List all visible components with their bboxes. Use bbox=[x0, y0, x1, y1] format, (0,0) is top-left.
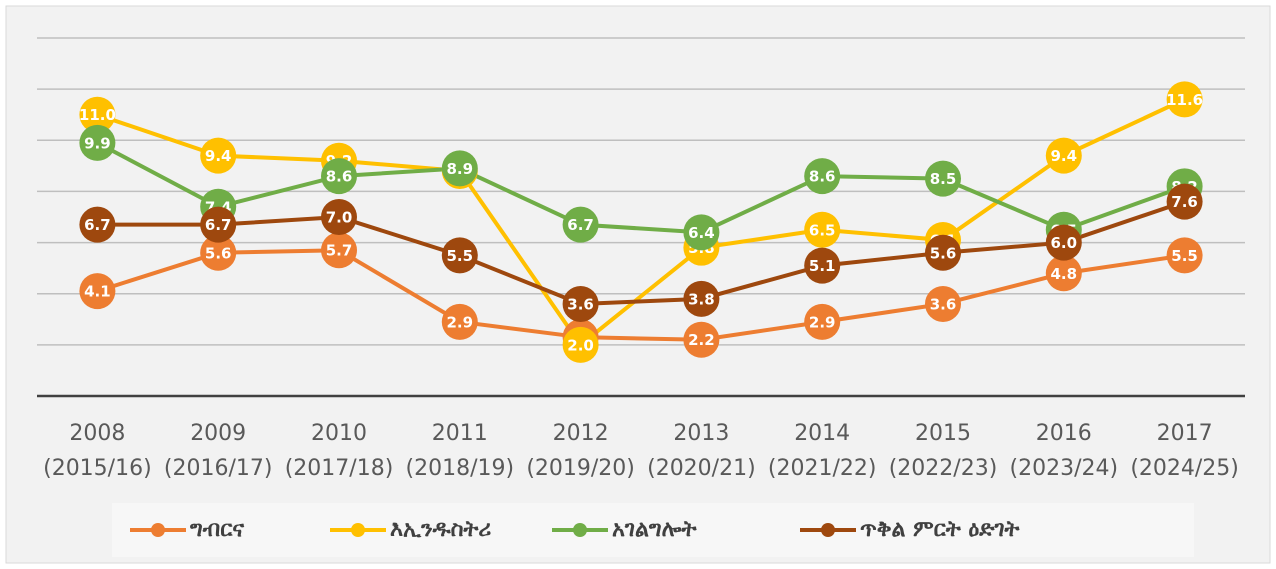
data-label: 11.0 bbox=[79, 106, 116, 124]
legend-swatch-dot bbox=[821, 523, 835, 537]
marker bbox=[925, 285, 961, 322]
marker bbox=[441, 237, 478, 274]
x-tick-label: 2016 bbox=[1036, 421, 1092, 446]
marker bbox=[562, 206, 599, 243]
data-label: 6.0 bbox=[1051, 234, 1078, 252]
marker bbox=[683, 280, 720, 317]
marker bbox=[804, 303, 841, 340]
data-label: 5.5 bbox=[1171, 247, 1198, 265]
marker bbox=[321, 158, 357, 195]
marker bbox=[79, 96, 116, 133]
data-label: 6.7 bbox=[567, 216, 594, 234]
legend-label: እኢንዱስትሪ bbox=[390, 517, 491, 542]
marker bbox=[562, 326, 599, 363]
series-line bbox=[96, 141, 1186, 235]
marker bbox=[200, 206, 237, 243]
data-label: 5.6 bbox=[205, 244, 232, 262]
x-tick-label: 2008 bbox=[69, 421, 125, 446]
data-label: 2.9 bbox=[809, 313, 836, 331]
data-label: 5.6 bbox=[930, 244, 957, 262]
marker bbox=[804, 158, 841, 195]
x-tick-sublabel: (2016/17) bbox=[164, 456, 273, 481]
data-label: 6.5 bbox=[809, 221, 836, 239]
marker bbox=[200, 234, 237, 271]
x-tick-label: 2012 bbox=[553, 421, 609, 446]
series-line bbox=[96, 248, 1185, 342]
data-label: 3.6 bbox=[930, 295, 957, 313]
x-tick-sublabel: (2021/22) bbox=[768, 456, 877, 481]
legend-label: ጥቅል ምርት ዕድገት bbox=[860, 517, 1021, 542]
series-line bbox=[97, 199, 1186, 306]
x-tick-label: 2017 bbox=[1157, 421, 1213, 446]
data-label: 2.9 bbox=[447, 313, 474, 331]
marker bbox=[683, 214, 720, 251]
marker bbox=[79, 124, 116, 161]
data-label: 3.8 bbox=[688, 290, 715, 308]
marker bbox=[200, 137, 237, 174]
x-tick-sublabel: (2015/16) bbox=[43, 456, 152, 481]
data-label: 4.1 bbox=[84, 283, 111, 301]
marker bbox=[925, 234, 961, 271]
x-tick-sublabel: (2024/25) bbox=[1130, 456, 1239, 481]
x-tick-sublabel: (2019/20) bbox=[526, 456, 635, 481]
x-tick-sublabel: (2022/23) bbox=[889, 456, 998, 481]
marker bbox=[79, 206, 116, 243]
marker bbox=[804, 211, 841, 248]
data-label: 5.1 bbox=[809, 257, 836, 275]
data-label: 4.8 bbox=[1051, 265, 1078, 283]
marker bbox=[925, 160, 961, 197]
data-label: 9.4 bbox=[1051, 147, 1078, 165]
data-label: 8.6 bbox=[326, 168, 353, 186]
x-tick-sublabel: (2018/19) bbox=[406, 456, 515, 481]
x-tick-sublabel: (2023/24) bbox=[1010, 456, 1119, 481]
x-tick-label: 2009 bbox=[190, 421, 246, 446]
data-label: 6.7 bbox=[84, 216, 111, 234]
legend-swatch-dot bbox=[351, 523, 365, 537]
x-tick-label: 2014 bbox=[794, 421, 850, 446]
marker bbox=[441, 303, 478, 340]
legend-box bbox=[112, 503, 1194, 557]
x-tick-label: 2011 bbox=[432, 421, 488, 446]
legend-swatch-dot bbox=[151, 523, 165, 537]
legend-label: ግብርና bbox=[190, 517, 244, 542]
x-tick-sublabel: (2020/21) bbox=[647, 456, 756, 481]
legend-swatch-dot bbox=[573, 523, 587, 537]
marker bbox=[1045, 137, 1082, 174]
data-label: 7.6 bbox=[1171, 193, 1198, 211]
marker bbox=[683, 321, 720, 358]
marker bbox=[804, 247, 841, 284]
data-label: 8.6 bbox=[809, 168, 836, 186]
x-tick-sublabel: (2017/18) bbox=[285, 456, 394, 481]
marker bbox=[441, 150, 478, 187]
data-label: 9.9 bbox=[84, 134, 111, 152]
marker bbox=[562, 285, 599, 322]
x-tick-label: 2010 bbox=[311, 421, 367, 446]
data-label: 6.7 bbox=[205, 216, 232, 234]
data-label: 9.4 bbox=[205, 147, 232, 165]
data-label: 2.0 bbox=[567, 336, 594, 354]
marker bbox=[1045, 255, 1082, 292]
data-label: 5.5 bbox=[447, 247, 474, 265]
data-label: 5.7 bbox=[326, 242, 353, 260]
data-label: 11.6 bbox=[1166, 91, 1203, 109]
data-label: 8.9 bbox=[447, 160, 474, 178]
data-label: 6.4 bbox=[688, 224, 715, 242]
data-label: 7.0 bbox=[326, 209, 353, 227]
marker bbox=[1045, 224, 1082, 261]
marker bbox=[321, 199, 357, 235]
marker bbox=[79, 273, 116, 310]
marker bbox=[1166, 237, 1203, 274]
series-line bbox=[96, 97, 1186, 348]
marker bbox=[1166, 81, 1203, 118]
legend-label: አገልግሎት bbox=[612, 517, 698, 542]
data-label: 8.5 bbox=[930, 170, 957, 188]
x-tick-label: 2015 bbox=[915, 421, 971, 446]
x-tick-label: 2013 bbox=[673, 421, 729, 446]
data-label: 2.2 bbox=[688, 331, 715, 349]
data-label: 3.6 bbox=[567, 295, 594, 313]
marker bbox=[321, 232, 357, 269]
marker bbox=[1166, 183, 1203, 220]
